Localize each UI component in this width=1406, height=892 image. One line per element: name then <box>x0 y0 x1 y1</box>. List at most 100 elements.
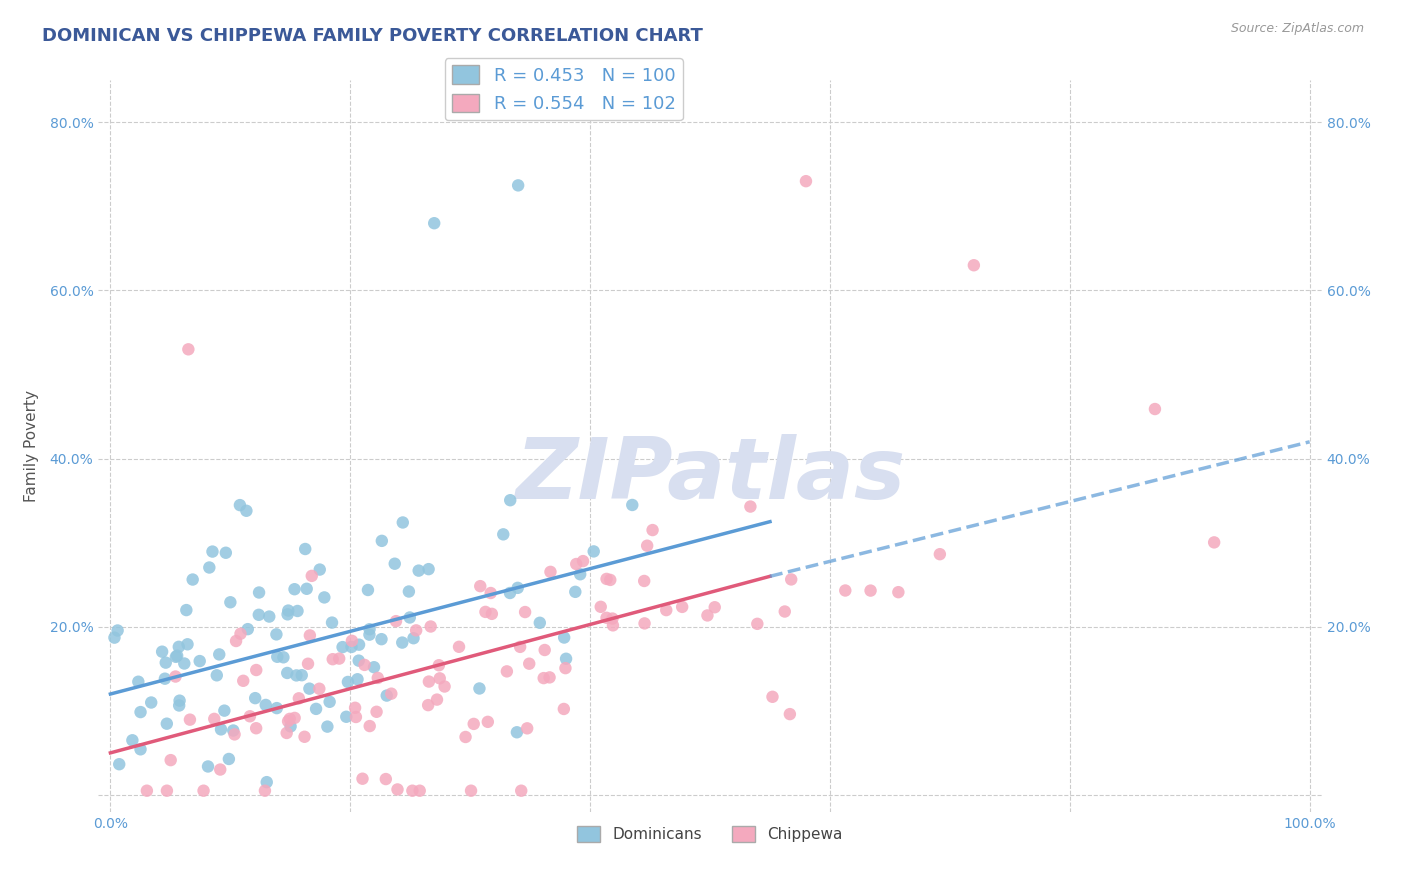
Point <box>127 674 149 689</box>
Point <box>540 565 562 579</box>
Point <box>553 702 575 716</box>
Point <box>1204 535 1226 549</box>
Point <box>201 544 224 558</box>
Point <box>239 709 262 723</box>
Point <box>773 605 796 619</box>
Point <box>418 698 440 713</box>
Point <box>165 669 187 683</box>
Point <box>150 645 173 659</box>
Point <box>538 670 561 684</box>
Point <box>288 691 311 706</box>
Point <box>492 527 515 541</box>
Point <box>177 343 200 357</box>
Point <box>188 654 211 668</box>
Point <box>294 730 316 744</box>
Point <box>141 696 163 710</box>
Point <box>266 649 288 664</box>
Point <box>121 733 143 747</box>
Point <box>225 634 247 648</box>
Point <box>794 174 817 188</box>
Point <box>245 663 267 677</box>
Point <box>516 722 538 736</box>
Point <box>209 723 232 737</box>
Point <box>245 691 267 706</box>
Point <box>747 616 769 631</box>
Point <box>529 615 551 630</box>
Point <box>353 657 375 672</box>
Point <box>308 563 330 577</box>
Point <box>256 775 278 789</box>
Point <box>599 573 621 587</box>
Point <box>463 717 485 731</box>
Point <box>402 631 425 645</box>
Point <box>280 719 302 733</box>
Point <box>340 633 363 648</box>
Point <box>197 759 219 773</box>
Point <box>129 705 152 719</box>
Point <box>405 624 427 638</box>
Point <box>321 615 343 630</box>
Point <box>363 660 385 674</box>
Point <box>276 726 298 740</box>
Point <box>367 671 389 685</box>
Point <box>633 616 655 631</box>
Point <box>569 567 592 582</box>
Point <box>298 628 321 642</box>
Point <box>332 640 354 654</box>
Point <box>859 583 882 598</box>
Point <box>508 178 530 193</box>
Point <box>155 656 177 670</box>
Point <box>253 783 276 797</box>
Point <box>215 546 238 560</box>
Point <box>276 665 298 680</box>
Point <box>235 504 257 518</box>
Point <box>374 772 396 786</box>
Point <box>108 757 131 772</box>
Point <box>509 640 531 654</box>
Point <box>429 671 451 685</box>
Point <box>572 554 595 568</box>
Point <box>533 671 555 685</box>
Point <box>285 668 308 682</box>
Point <box>198 560 221 574</box>
Point <box>555 652 578 666</box>
Point <box>385 614 408 628</box>
Point <box>621 498 644 512</box>
Point <box>375 689 398 703</box>
Point <box>391 635 413 649</box>
Point <box>533 643 555 657</box>
Point <box>167 640 190 654</box>
Point <box>740 500 762 514</box>
Text: Source: ZipAtlas.com: Source: ZipAtlas.com <box>1230 22 1364 36</box>
Y-axis label: Family Poverty: Family Poverty <box>24 390 38 502</box>
Point <box>156 783 179 797</box>
Point <box>433 680 456 694</box>
Point <box>291 668 314 682</box>
Point <box>696 608 718 623</box>
Point <box>259 609 281 624</box>
Point <box>391 516 413 530</box>
Point <box>834 583 856 598</box>
Point <box>208 648 231 662</box>
Point <box>214 704 236 718</box>
Point <box>340 640 363 654</box>
Point <box>247 585 270 599</box>
Point <box>371 533 394 548</box>
Point <box>564 585 586 599</box>
Text: ZIPatlas: ZIPatlas <box>515 434 905 516</box>
Point <box>277 607 299 622</box>
Point <box>179 713 201 727</box>
Point <box>156 716 179 731</box>
Point <box>370 632 392 647</box>
Point <box>224 727 246 741</box>
Point <box>582 544 605 558</box>
Point <box>454 730 477 744</box>
Point <box>398 584 420 599</box>
Point <box>510 783 533 797</box>
Point <box>963 258 986 272</box>
Point <box>247 607 270 622</box>
Point <box>347 638 370 652</box>
Point <box>477 714 499 729</box>
Point <box>887 585 910 599</box>
Point <box>352 772 374 786</box>
